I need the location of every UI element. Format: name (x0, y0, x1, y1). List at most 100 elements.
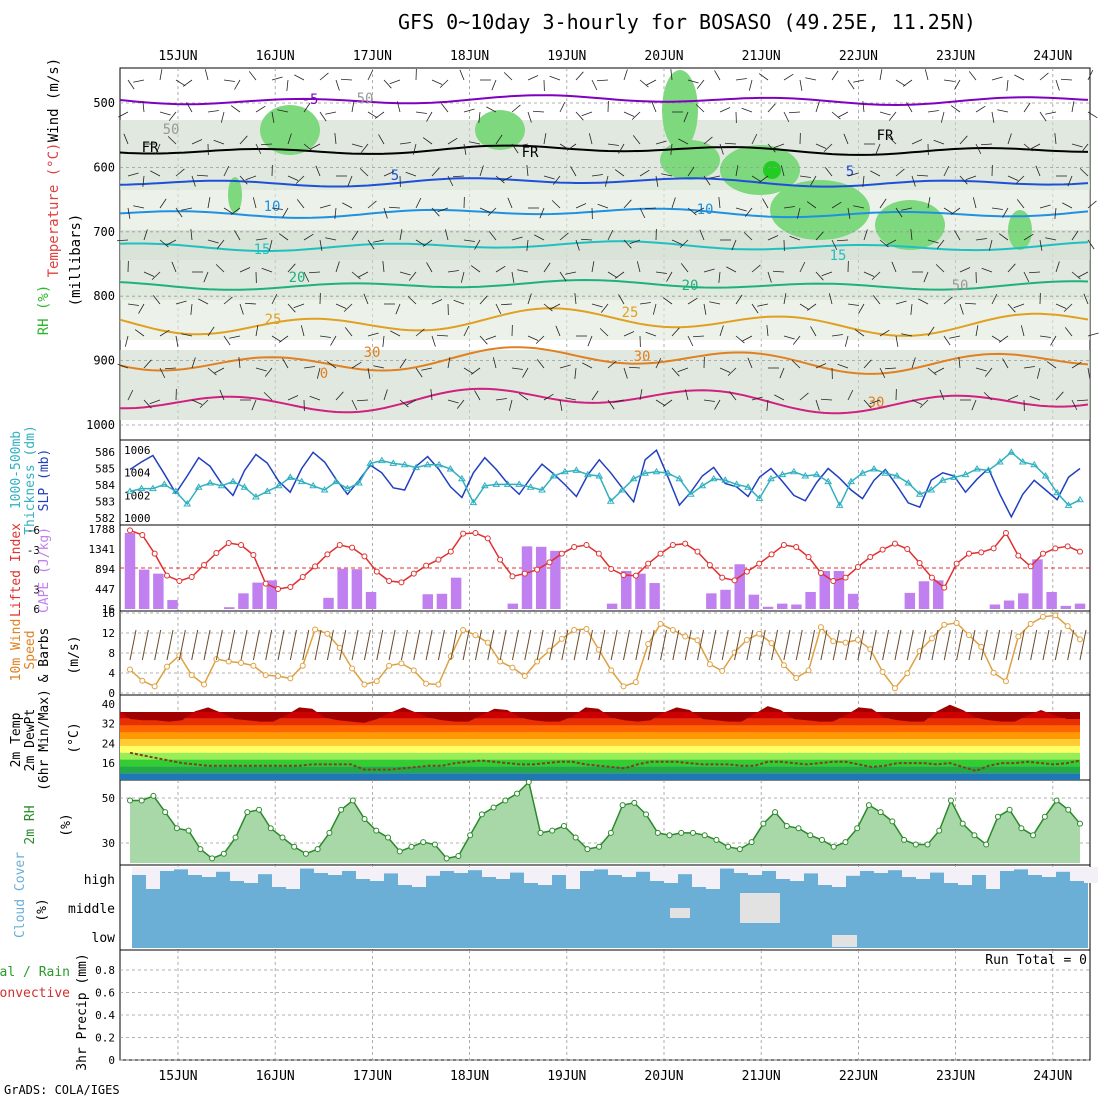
wind-barb (382, 261, 385, 273)
wind-barb (943, 335, 951, 346)
wind10-speed-point (188, 672, 195, 679)
wind-barb (223, 296, 233, 305)
wind-barb (741, 107, 753, 113)
wind-barb (319, 111, 327, 122)
wind-barb (694, 207, 705, 214)
rh-max-blob (763, 161, 781, 179)
lifted-index-point (188, 574, 195, 580)
thickness-point (629, 474, 638, 482)
wind-barb (389, 79, 401, 85)
wind-barb (488, 231, 497, 241)
wind-barb (166, 239, 177, 246)
rh2m-point (701, 832, 708, 839)
wind10-barb (758, 629, 766, 661)
wind-barb (655, 140, 667, 145)
axis-label-cloud-unit: (%) (35, 898, 50, 921)
cape-bar (833, 570, 845, 609)
wind-barb (230, 207, 241, 215)
cape-bar (337, 568, 348, 609)
thickness-point (1007, 448, 1016, 455)
wind-barb (456, 399, 465, 409)
cape-ytick: 1341 (89, 543, 116, 556)
temperature-contour (119, 177, 1089, 188)
thickness-point (973, 465, 981, 472)
cloud-high-gap (342, 867, 356, 871)
wind-barb (655, 357, 662, 369)
precip-ytick: 0.8 (95, 964, 115, 977)
wind-barb (831, 201, 842, 209)
thickness-point (355, 479, 363, 486)
wind-barb (1002, 207, 1009, 218)
wind-barb (591, 261, 595, 273)
wind-barb (831, 70, 839, 81)
wind-barb (559, 101, 566, 113)
wind10-speed-point (669, 626, 676, 633)
temp-color-band (120, 718, 1080, 726)
axis-label-wind10-d: (m/s) (67, 635, 82, 674)
wind-barb (527, 335, 539, 341)
rh2m-point (889, 818, 896, 825)
wind-barb (271, 335, 282, 343)
wind-barb (216, 239, 225, 249)
rh2m-point (256, 806, 263, 813)
rh2m-point (818, 836, 825, 843)
wind10-barb (277, 629, 285, 661)
wind10-barb (882, 629, 890, 661)
wind-barb (1060, 78, 1073, 81)
contour-label: 25 (622, 305, 639, 321)
cloud-high-gap (944, 867, 958, 883)
rh2m-point (643, 811, 650, 818)
wind-barb (335, 261, 340, 273)
wind-barb (862, 175, 865, 187)
wind-barb (597, 203, 609, 209)
wind10-speed-point (349, 665, 356, 672)
wind-barb (213, 139, 225, 145)
rh-high-blob (720, 145, 800, 195)
wind-barb (964, 302, 977, 305)
wind-barb (677, 367, 689, 373)
wind-barb (517, 269, 529, 273)
wind-barb (460, 271, 465, 283)
wind-barb (463, 143, 467, 155)
wind10-barb (808, 629, 816, 661)
date-tick-bottom: 16JUN (256, 1069, 295, 1084)
wind-barb (607, 143, 619, 146)
wind-barb (607, 271, 618, 279)
contour-label: 20 (289, 270, 306, 286)
rh2m-point (185, 827, 192, 834)
axis-label-wind10-a: 10m Wind (9, 619, 24, 682)
wind-barb (522, 367, 529, 378)
rh2m-point (689, 829, 696, 836)
wind-barb (1087, 367, 1091, 379)
rh2m-point (560, 822, 567, 829)
wind-barb (943, 207, 954, 215)
thickness-point (469, 498, 478, 506)
wind-barb (916, 174, 929, 177)
wind-barb (980, 143, 993, 146)
wind-barb (911, 357, 916, 369)
wind-barb (623, 367, 628, 379)
cape-bar (535, 546, 547, 609)
wind-barb (373, 365, 385, 369)
wind-barb (116, 239, 129, 242)
wind-barb (447, 399, 459, 404)
wind10-speed-point (1064, 623, 1071, 630)
wind-barb (1014, 74, 1025, 81)
wind10-speed-point (250, 662, 257, 669)
lifted-index-point (275, 586, 282, 592)
wind-barb (718, 271, 721, 283)
rh2m-point (291, 843, 298, 850)
wind-barb (133, 205, 145, 209)
wind-barb (575, 71, 584, 81)
wind-barb (805, 77, 817, 81)
wind-barb (783, 111, 790, 123)
wind-barb (566, 143, 577, 151)
wind10-barb (721, 629, 729, 661)
wind-barb (485, 335, 497, 341)
wind-barb (175, 207, 183, 218)
wind-barb (854, 329, 865, 337)
wind-barb (335, 79, 340, 91)
wind-barb (927, 367, 937, 376)
temp-color-band (120, 712, 1080, 719)
rh2m-point (490, 804, 497, 811)
